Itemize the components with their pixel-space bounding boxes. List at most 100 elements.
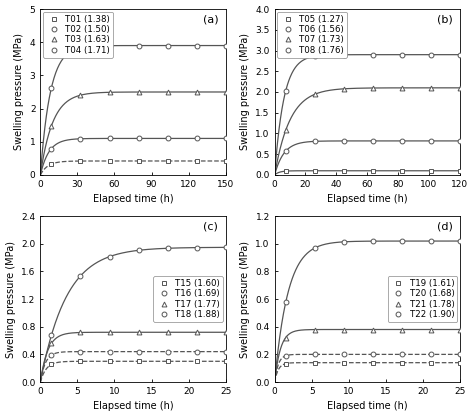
T21 (1.78) (341, 327, 346, 332)
T03 (1.63) (107, 90, 112, 95)
T22 (1.90) (399, 239, 405, 244)
T16 (1.69) (223, 349, 228, 354)
T20 (1.68) (312, 352, 318, 357)
T20 (1.68) (341, 352, 346, 357)
T18 (1.88) (136, 248, 141, 253)
T21 (1.78) (399, 327, 405, 332)
T22 (1.90) (370, 239, 375, 244)
Line: T02 (1.50): T02 (1.50) (49, 136, 228, 151)
Y-axis label: Swelling pressure (MPa): Swelling pressure (MPa) (14, 33, 24, 151)
T08 (1.76) (341, 52, 346, 57)
Text: (d): (d) (437, 221, 453, 231)
Text: (c): (c) (203, 221, 218, 231)
T05 (1.27) (283, 168, 289, 173)
T15 (1.60) (49, 362, 55, 367)
T05 (1.27) (399, 168, 405, 173)
T06 (1.56) (428, 138, 434, 143)
T04 (1.71) (78, 45, 83, 50)
T21 (1.78) (312, 327, 318, 332)
T08 (1.76) (399, 52, 405, 57)
Legend: T01 (1.38), T02 (1.50), T03 (1.63), T04 (1.71): T01 (1.38), T02 (1.50), T03 (1.63), T04 … (43, 12, 113, 58)
T01 (1.38) (194, 158, 200, 163)
T08 (1.76) (428, 52, 434, 57)
Line: T21 (1.78): T21 (1.78) (283, 327, 462, 340)
T20 (1.68) (457, 352, 463, 357)
T16 (1.69) (165, 349, 171, 354)
T18 (1.88) (165, 246, 171, 251)
T08 (1.76) (312, 54, 318, 59)
T07 (1.73) (312, 92, 318, 97)
Line: T19 (1.61): T19 (1.61) (283, 360, 462, 366)
Legend: T05 (1.27), T06 (1.56), T07 (1.73), T08 (1.76): T05 (1.27), T06 (1.56), T07 (1.73), T08 … (277, 12, 347, 58)
T01 (1.38) (136, 158, 141, 163)
T16 (1.69) (49, 353, 55, 358)
T19 (1.61) (283, 361, 289, 366)
T07 (1.73) (341, 86, 346, 91)
T22 (1.90) (312, 246, 318, 251)
X-axis label: Elapsed time (h): Elapsed time (h) (327, 402, 408, 412)
T05 (1.27) (341, 168, 346, 173)
T17 (1.77) (78, 330, 83, 335)
T01 (1.38) (107, 158, 112, 163)
T16 (1.69) (194, 349, 200, 354)
T01 (1.38) (78, 158, 83, 163)
T02 (1.50) (223, 136, 228, 141)
Y-axis label: Swelling pressure (MPa): Swelling pressure (MPa) (240, 33, 250, 151)
Y-axis label: Swelling pressure (MPa): Swelling pressure (MPa) (240, 241, 250, 358)
Line: T20 (1.68): T20 (1.68) (283, 352, 462, 358)
T16 (1.69) (107, 349, 112, 354)
T17 (1.77) (194, 330, 200, 335)
X-axis label: Elapsed time (h): Elapsed time (h) (93, 194, 173, 204)
T21 (1.78) (457, 327, 463, 332)
T04 (1.71) (136, 43, 141, 48)
T06 (1.56) (341, 138, 346, 143)
T19 (1.61) (312, 360, 318, 365)
T19 (1.61) (428, 360, 434, 365)
T18 (1.88) (78, 274, 83, 279)
Line: T15 (1.60): T15 (1.60) (49, 359, 228, 367)
T04 (1.71) (165, 43, 171, 48)
T03 (1.63) (49, 123, 55, 128)
Text: (b): (b) (437, 14, 453, 24)
T03 (1.63) (223, 90, 228, 95)
Line: T06 (1.56): T06 (1.56) (283, 138, 462, 153)
T05 (1.27) (370, 168, 375, 173)
T15 (1.60) (136, 359, 141, 364)
T07 (1.73) (399, 85, 405, 90)
T15 (1.60) (165, 359, 171, 364)
T18 (1.88) (194, 245, 200, 250)
T07 (1.73) (283, 128, 289, 133)
T03 (1.63) (165, 90, 171, 95)
T04 (1.71) (223, 43, 228, 48)
Line: T03 (1.63): T03 (1.63) (49, 90, 228, 128)
Line: T05 (1.27): T05 (1.27) (283, 168, 462, 173)
T03 (1.63) (136, 90, 141, 95)
T01 (1.38) (165, 158, 171, 163)
T17 (1.77) (165, 330, 171, 335)
T22 (1.90) (341, 239, 346, 244)
T06 (1.56) (399, 138, 405, 143)
T03 (1.63) (78, 93, 83, 98)
T15 (1.60) (78, 359, 83, 364)
Line: T16 (1.69): T16 (1.69) (49, 349, 228, 358)
T04 (1.71) (194, 43, 200, 48)
T02 (1.50) (107, 136, 112, 141)
Line: T07 (1.73): T07 (1.73) (283, 85, 462, 133)
T07 (1.73) (428, 85, 434, 90)
Line: T18 (1.88): T18 (1.88) (49, 245, 228, 337)
T02 (1.50) (49, 146, 55, 151)
T19 (1.61) (370, 360, 375, 365)
T18 (1.88) (49, 332, 55, 337)
T21 (1.78) (428, 327, 434, 332)
T02 (1.50) (194, 136, 200, 141)
T08 (1.76) (457, 52, 463, 57)
T19 (1.61) (399, 360, 405, 365)
T22 (1.90) (428, 239, 434, 244)
Line: T08 (1.76): T08 (1.76) (283, 52, 462, 93)
T20 (1.68) (283, 353, 289, 358)
T20 (1.68) (399, 352, 405, 357)
T19 (1.61) (457, 360, 463, 365)
T21 (1.78) (283, 335, 289, 340)
T17 (1.77) (49, 341, 55, 346)
T05 (1.27) (312, 168, 318, 173)
